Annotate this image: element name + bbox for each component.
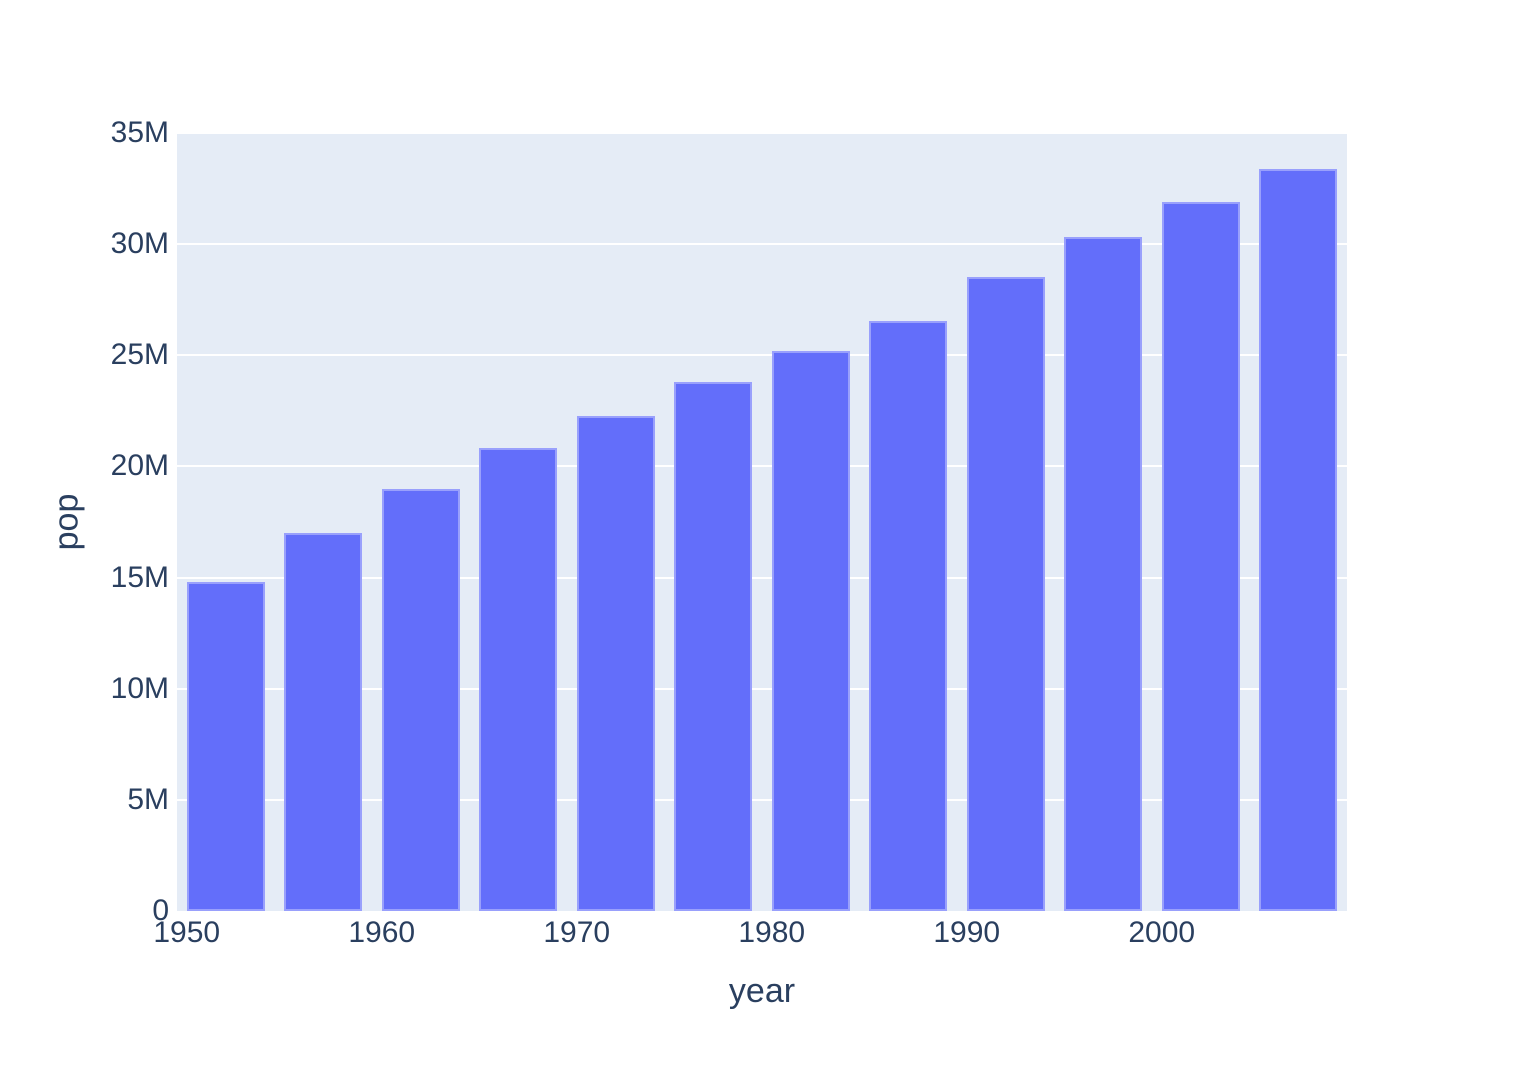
bar-1982[interactable] — [771, 350, 850, 911]
bar-1987[interactable] — [869, 320, 948, 911]
bar-1997[interactable] — [1064, 237, 1143, 911]
gridline-10000000 — [177, 687, 1347, 690]
x-tick-label-1980: 1980 — [738, 916, 806, 949]
bar-1977[interactable] — [674, 382, 753, 911]
bar-1957[interactable] — [284, 532, 363, 911]
x-tick-label-1990: 1990 — [933, 916, 1001, 949]
y-tick-label-15M: 15M — [110, 560, 169, 594]
gridline-35000000 — [177, 132, 1347, 134]
y-tick-label-0: 0 — [152, 894, 169, 927]
y-tick-label-30M: 30M — [110, 227, 169, 261]
bar-1962[interactable] — [381, 488, 460, 911]
gridline-15000000 — [177, 576, 1347, 579]
y-axis-title: pop — [47, 493, 86, 551]
y-tick-label-35M: 35M — [110, 116, 169, 149]
x-tick-label-1960: 1960 — [348, 916, 416, 949]
gridline-25000000 — [177, 354, 1347, 357]
bar-1967[interactable] — [479, 448, 558, 911]
bar-1972[interactable] — [576, 415, 655, 911]
bar-1992[interactable] — [966, 276, 1045, 911]
gridline-30000000 — [177, 243, 1347, 246]
y-tick-label-25M: 25M — [110, 338, 169, 372]
x-tick-label-2000: 2000 — [1128, 916, 1196, 949]
x-tick-label-1950: 1950 — [153, 916, 221, 949]
gridline-20000000 — [177, 465, 1347, 468]
plot-area[interactable] — [177, 132, 1347, 911]
bar-2007[interactable] — [1259, 168, 1338, 911]
bar-2002[interactable] — [1161, 201, 1240, 911]
y-tick-label-5M: 5M — [127, 782, 169, 816]
gridline-5000000 — [177, 798, 1347, 801]
x-axis-title: year — [728, 972, 796, 1010]
bar-1952[interactable] — [186, 582, 265, 911]
y-tick-label-10M: 10M — [110, 671, 169, 705]
x-tick-label-1970: 1970 — [543, 916, 611, 949]
y-tick-label-20M: 20M — [110, 449, 169, 483]
